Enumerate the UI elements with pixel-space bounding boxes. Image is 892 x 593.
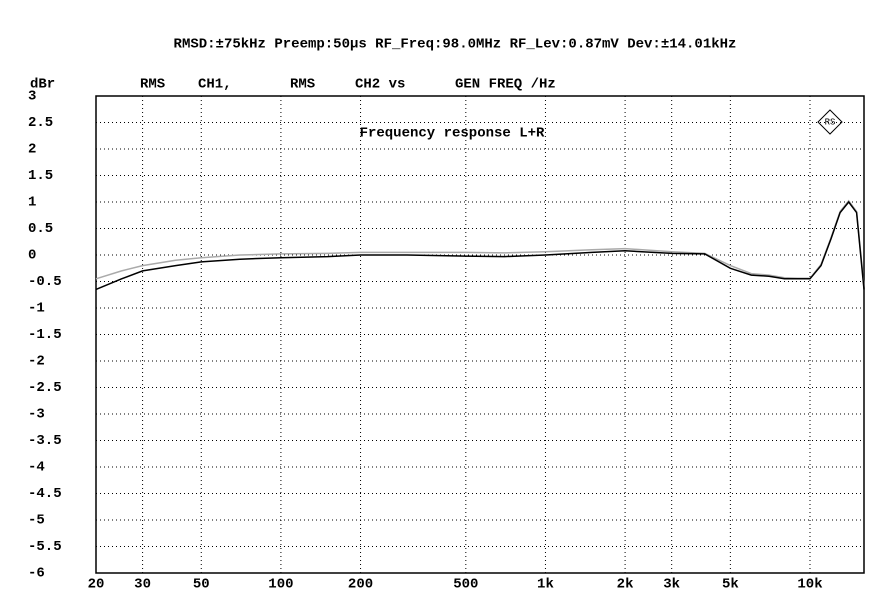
x-tick-label: 500 — [453, 577, 478, 593]
y-tick-label: 3 — [28, 89, 36, 105]
plot-frame — [95, 95, 865, 574]
y-tick-label: -4.5 — [28, 486, 62, 502]
y-tick-label: -5 — [28, 513, 45, 529]
y-tick-label: 0 — [28, 248, 36, 264]
y-tick-label: 1 — [28, 195, 36, 211]
svg-text:RS: RS — [825, 117, 836, 127]
x-tick-label: 2k — [617, 577, 634, 593]
x-tick-label: 200 — [348, 577, 373, 593]
x-tick-label: 50 — [193, 577, 210, 593]
axis-header: CH1, — [198, 77, 232, 93]
x-tick-label: 10k — [797, 577, 822, 593]
y-tick-label: -6 — [28, 566, 45, 582]
y-tick-label: -3 — [28, 407, 45, 423]
y-tick-label: -3.5 — [28, 433, 62, 449]
annotation: Frequency response L+R — [360, 126, 545, 142]
x-tick-label: 3k — [663, 577, 680, 593]
y-tick-label: 0.5 — [28, 221, 53, 237]
axis-header: CH2 vs — [355, 77, 405, 93]
x-tick-label: 20 — [88, 577, 105, 593]
x-tick-label: 100 — [268, 577, 293, 593]
axis-header: GEN FREQ /Hz — [455, 77, 556, 93]
axis-header: RMS — [140, 77, 165, 93]
y-tick-label: -1 — [28, 301, 45, 317]
series-line — [95, 200, 865, 291]
y-tick-label: 2 — [28, 142, 36, 158]
y-tick-label: 2.5 — [28, 115, 53, 131]
y-tick-label: -0.5 — [28, 274, 62, 290]
y-tick-label: -5.5 — [28, 539, 62, 555]
y-axis-label: dBr — [30, 77, 55, 93]
axis-header: RMS — [290, 77, 315, 93]
x-tick-label: 30 — [134, 577, 151, 593]
x-tick-label: 1k — [537, 577, 554, 593]
logo: RS — [817, 109, 843, 135]
y-tick-label: -2.5 — [28, 380, 62, 396]
y-tick-label: -4 — [28, 460, 45, 476]
x-tick-label: 5k — [722, 577, 739, 593]
y-tick-label: 1.5 — [28, 168, 53, 184]
header: RMSD:±75kHz Preemp:50µs RF_Freq:98.0MHz … — [174, 37, 737, 53]
y-tick-label: -1.5 — [28, 327, 62, 343]
y-tick-label: -2 — [28, 354, 45, 370]
